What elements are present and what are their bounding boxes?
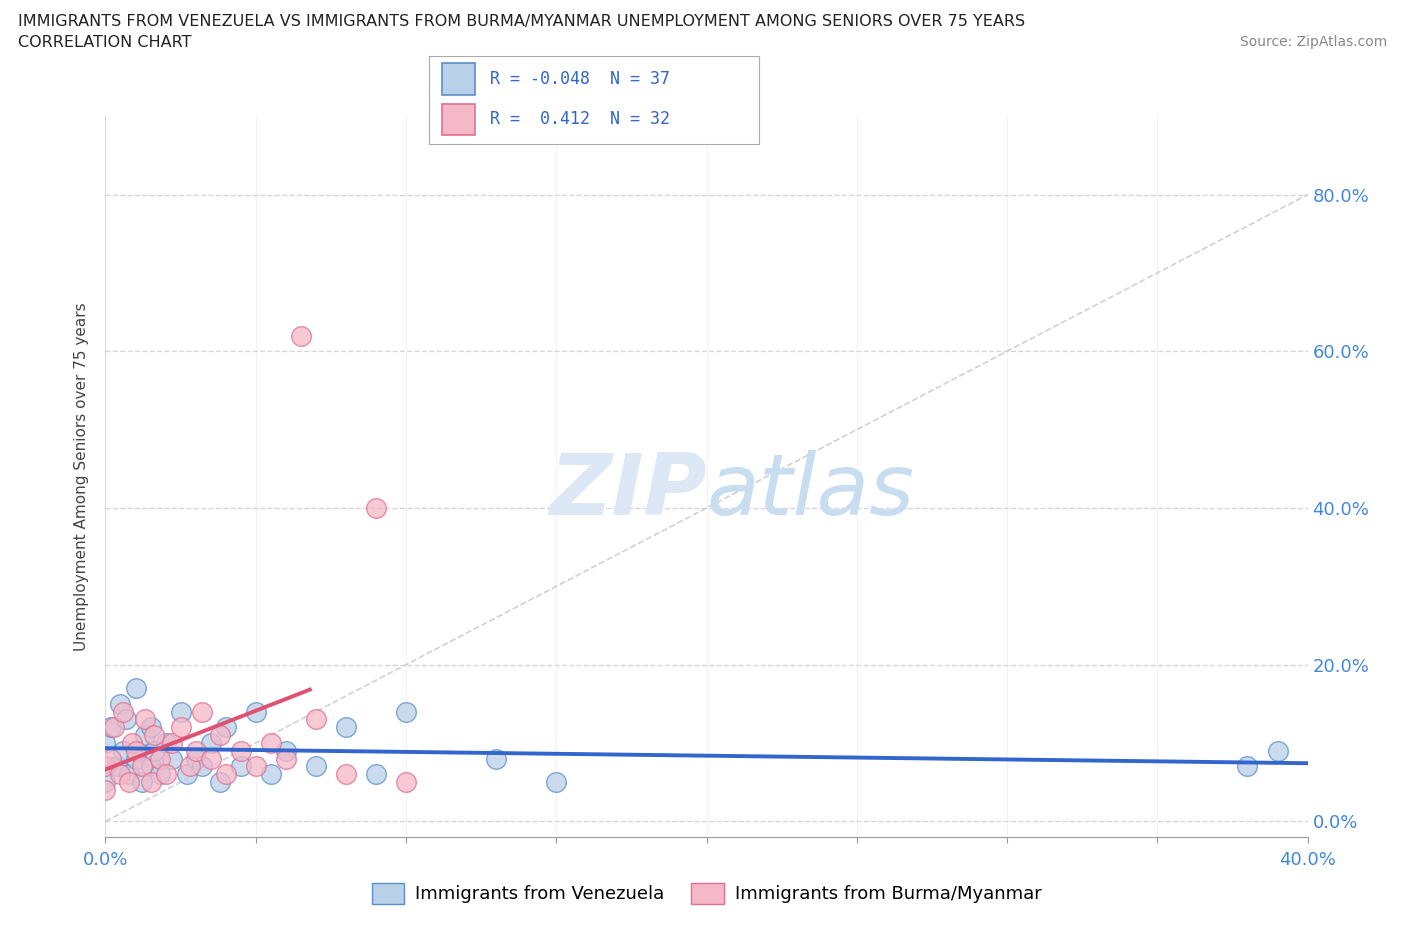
Point bbox=[124, 751, 146, 766]
Point bbox=[124, 681, 146, 696]
Point bbox=[260, 767, 283, 782]
Point bbox=[364, 767, 387, 782]
Point bbox=[118, 775, 141, 790]
Point bbox=[124, 743, 146, 758]
Y-axis label: Unemployment Among Seniors over 75 years: Unemployment Among Seniors over 75 years bbox=[75, 302, 90, 651]
Text: R = -0.048  N = 37: R = -0.048 N = 37 bbox=[489, 70, 669, 87]
Point bbox=[335, 720, 357, 735]
Point bbox=[118, 767, 141, 782]
Point bbox=[112, 704, 135, 719]
Point bbox=[485, 751, 508, 766]
FancyBboxPatch shape bbox=[441, 63, 475, 95]
Point bbox=[115, 712, 138, 727]
Point bbox=[305, 712, 328, 727]
Point bbox=[184, 751, 207, 766]
Point bbox=[1267, 743, 1289, 758]
Text: 0.0%: 0.0% bbox=[83, 851, 128, 869]
Point bbox=[190, 759, 212, 774]
Point bbox=[94, 736, 117, 751]
Point bbox=[134, 727, 156, 742]
Point bbox=[148, 767, 170, 782]
Point bbox=[160, 751, 183, 766]
Point bbox=[131, 759, 153, 774]
Point bbox=[200, 736, 222, 751]
Point bbox=[94, 782, 117, 797]
Point bbox=[169, 720, 191, 735]
Point bbox=[142, 727, 165, 742]
Point bbox=[139, 775, 162, 790]
Legend: Immigrants from Venezuela, Immigrants from Burma/Myanmar: Immigrants from Venezuela, Immigrants fr… bbox=[364, 875, 1049, 910]
Point bbox=[131, 775, 153, 790]
Point bbox=[290, 328, 312, 343]
Point bbox=[274, 743, 297, 758]
Point bbox=[214, 720, 236, 735]
Point bbox=[395, 704, 418, 719]
Text: Source: ZipAtlas.com: Source: ZipAtlas.com bbox=[1240, 35, 1388, 49]
Point bbox=[176, 767, 198, 782]
Point bbox=[121, 736, 143, 751]
Text: CORRELATION CHART: CORRELATION CHART bbox=[18, 35, 191, 50]
Point bbox=[155, 767, 177, 782]
Point bbox=[134, 712, 156, 727]
Point bbox=[214, 767, 236, 782]
Point bbox=[208, 775, 231, 790]
Point bbox=[107, 759, 129, 774]
Point bbox=[260, 736, 283, 751]
Point bbox=[200, 751, 222, 766]
Text: ZIP: ZIP bbox=[548, 449, 707, 533]
FancyBboxPatch shape bbox=[441, 103, 475, 136]
Point bbox=[364, 500, 387, 515]
Point bbox=[1236, 759, 1258, 774]
Point bbox=[184, 743, 207, 758]
Text: R =  0.412  N = 32: R = 0.412 N = 32 bbox=[489, 111, 669, 128]
Point bbox=[208, 727, 231, 742]
Point bbox=[160, 736, 183, 751]
Point bbox=[148, 751, 170, 766]
Point bbox=[103, 720, 125, 735]
Point bbox=[155, 736, 177, 751]
Point bbox=[245, 759, 267, 774]
Point bbox=[142, 743, 165, 758]
Point bbox=[179, 759, 201, 774]
Point bbox=[94, 759, 117, 774]
Point bbox=[100, 720, 122, 735]
Point bbox=[335, 767, 357, 782]
Point bbox=[139, 759, 162, 774]
Point bbox=[110, 697, 132, 711]
Point bbox=[110, 767, 132, 782]
Point bbox=[100, 751, 122, 766]
Text: IMMIGRANTS FROM VENEZUELA VS IMMIGRANTS FROM BURMA/MYANMAR UNEMPLOYMENT AMONG SE: IMMIGRANTS FROM VENEZUELA VS IMMIGRANTS … bbox=[18, 14, 1025, 29]
Point bbox=[112, 743, 135, 758]
Point bbox=[190, 704, 212, 719]
Point bbox=[139, 720, 162, 735]
Point bbox=[395, 775, 418, 790]
Point bbox=[546, 775, 568, 790]
Point bbox=[229, 743, 252, 758]
Point bbox=[229, 759, 252, 774]
Text: atlas: atlas bbox=[707, 449, 914, 533]
Point bbox=[305, 759, 328, 774]
Point bbox=[274, 751, 297, 766]
Point bbox=[94, 775, 117, 790]
Point bbox=[169, 704, 191, 719]
Point bbox=[245, 704, 267, 719]
Text: 40.0%: 40.0% bbox=[1279, 851, 1336, 869]
